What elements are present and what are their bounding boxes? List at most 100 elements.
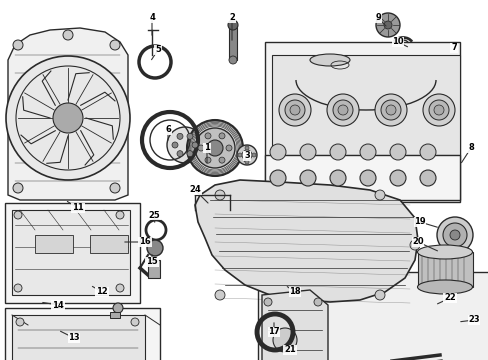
Polygon shape — [8, 28, 128, 200]
Bar — [148, 260, 160, 278]
Text: 19: 19 — [413, 217, 425, 226]
Circle shape — [167, 127, 203, 163]
Circle shape — [359, 144, 375, 160]
Text: 22: 22 — [443, 293, 455, 302]
Polygon shape — [262, 290, 327, 360]
Text: 1: 1 — [203, 144, 209, 153]
Circle shape — [195, 128, 235, 168]
Circle shape — [110, 183, 120, 193]
Circle shape — [326, 94, 358, 126]
Circle shape — [204, 133, 210, 139]
Circle shape — [192, 142, 198, 148]
Circle shape — [219, 133, 224, 139]
Circle shape — [337, 105, 347, 115]
Circle shape — [6, 56, 130, 180]
Circle shape — [329, 170, 346, 186]
Ellipse shape — [417, 280, 471, 294]
Text: 20: 20 — [411, 238, 423, 247]
Bar — [417, 252, 472, 287]
Circle shape — [422, 94, 454, 126]
Circle shape — [227, 20, 238, 30]
Circle shape — [14, 211, 22, 219]
Circle shape — [433, 105, 443, 115]
Ellipse shape — [309, 54, 349, 66]
Circle shape — [285, 100, 305, 120]
Circle shape — [251, 153, 256, 157]
Circle shape — [359, 170, 375, 186]
Text: 17: 17 — [267, 328, 279, 337]
Circle shape — [272, 328, 296, 352]
Bar — [35, 235, 73, 253]
Circle shape — [206, 140, 223, 156]
Circle shape — [380, 100, 400, 120]
Text: 10: 10 — [391, 37, 403, 46]
Circle shape — [374, 290, 384, 300]
Text: 23: 23 — [467, 315, 479, 324]
Bar — [90, 235, 128, 253]
Polygon shape — [271, 55, 459, 155]
Circle shape — [177, 133, 183, 139]
Circle shape — [13, 183, 23, 193]
Circle shape — [215, 190, 224, 200]
Circle shape — [385, 105, 395, 115]
Circle shape — [14, 284, 22, 292]
Text: 21: 21 — [284, 346, 295, 355]
Circle shape — [16, 318, 24, 326]
Circle shape — [131, 318, 139, 326]
Text: 6: 6 — [165, 126, 171, 135]
Circle shape — [244, 160, 248, 164]
Bar — [110, 312, 120, 318]
Circle shape — [383, 21, 391, 29]
Text: 7: 7 — [450, 44, 456, 53]
Circle shape — [186, 120, 243, 176]
Circle shape — [329, 144, 346, 160]
Circle shape — [389, 170, 405, 186]
Text: 2: 2 — [228, 13, 234, 22]
Circle shape — [419, 144, 435, 160]
Circle shape — [219, 157, 224, 163]
Bar — [264, 42, 459, 202]
Circle shape — [53, 103, 83, 133]
Circle shape — [419, 170, 435, 186]
Text: 12: 12 — [96, 288, 108, 297]
Circle shape — [116, 211, 124, 219]
Circle shape — [409, 240, 419, 250]
Circle shape — [198, 145, 203, 151]
Circle shape — [375, 13, 399, 37]
Polygon shape — [258, 272, 488, 360]
Circle shape — [374, 94, 406, 126]
Polygon shape — [12, 315, 145, 360]
Circle shape — [225, 145, 231, 151]
Circle shape — [186, 133, 193, 139]
Text: 3: 3 — [244, 152, 249, 161]
Text: 25: 25 — [148, 211, 160, 220]
Polygon shape — [195, 180, 417, 302]
Text: 14: 14 — [52, 301, 64, 310]
Bar — [5, 308, 160, 360]
Text: 11: 11 — [72, 203, 84, 212]
Circle shape — [13, 40, 23, 50]
Circle shape — [242, 150, 251, 160]
Circle shape — [177, 151, 183, 157]
Text: 8: 8 — [467, 144, 473, 153]
Circle shape — [204, 157, 210, 163]
Circle shape — [110, 40, 120, 50]
Circle shape — [228, 56, 237, 64]
Circle shape — [289, 105, 299, 115]
Text: 4: 4 — [149, 13, 155, 22]
Circle shape — [147, 240, 163, 256]
Circle shape — [264, 298, 271, 306]
Ellipse shape — [417, 245, 471, 259]
Circle shape — [269, 170, 285, 186]
Text: 13: 13 — [68, 333, 80, 342]
Circle shape — [279, 94, 310, 126]
Circle shape — [238, 153, 242, 157]
Circle shape — [442, 223, 466, 247]
Text: 18: 18 — [288, 288, 300, 297]
Circle shape — [389, 144, 405, 160]
Circle shape — [237, 145, 257, 165]
Text: 15: 15 — [146, 257, 158, 266]
Circle shape — [436, 217, 472, 253]
Circle shape — [332, 100, 352, 120]
Polygon shape — [12, 210, 130, 295]
